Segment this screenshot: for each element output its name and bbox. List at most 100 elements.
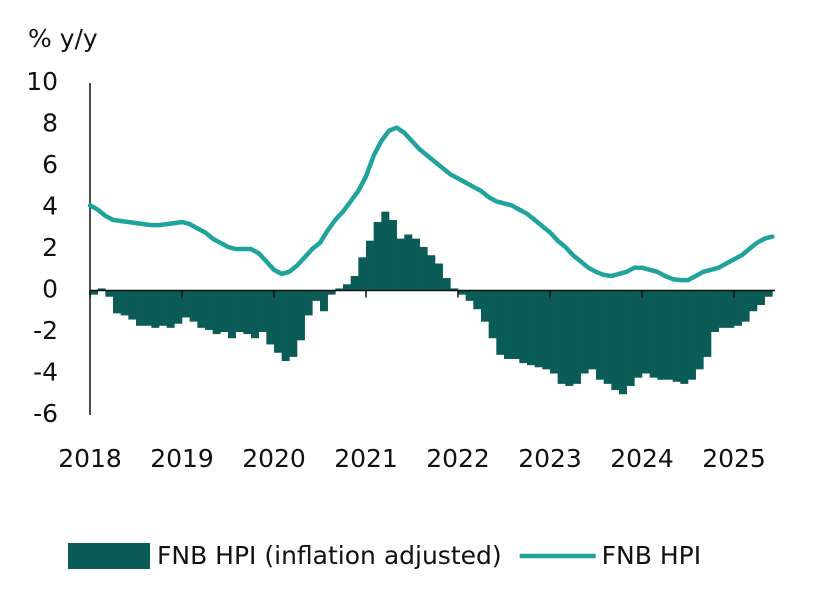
bar: [734, 290, 742, 326]
x-tick-label: 2022: [426, 444, 490, 473]
bar: [90, 290, 98, 295]
bar: [527, 290, 535, 366]
bar: [442, 278, 451, 291]
legend-label: FNB HPI: [602, 541, 701, 570]
bar: [235, 290, 244, 332]
bar: [97, 288, 106, 291]
bar: [672, 290, 681, 382]
x-tick-label: 2021: [334, 444, 398, 473]
bar: [519, 290, 528, 364]
x-tick-label: 2020: [242, 444, 306, 473]
bar: [373, 222, 382, 291]
bar: [189, 290, 198, 322]
bar: [427, 255, 436, 291]
bar: [389, 219, 397, 291]
bar: [435, 263, 443, 291]
bar: [396, 238, 405, 291]
bar: [557, 290, 566, 384]
bar: [634, 290, 643, 378]
bar: [611, 290, 620, 391]
bar: [573, 290, 581, 384]
bar: [465, 290, 474, 301]
bar: [757, 290, 765, 306]
y-tick-label: 6: [42, 150, 58, 179]
x-tick-label: 2018: [58, 444, 122, 473]
bar: [366, 240, 374, 291]
bar: [320, 290, 328, 312]
bar: [726, 290, 735, 328]
bar: [596, 290, 604, 380]
bar: [419, 246, 428, 291]
bar: [105, 290, 114, 297]
x-tick-label: 2023: [518, 444, 582, 473]
x-tick-label: 2025: [702, 444, 766, 473]
bar: [358, 257, 367, 291]
bar: [312, 290, 321, 301]
bar: [404, 234, 413, 291]
bar: [258, 290, 267, 332]
bar: [243, 290, 252, 335]
x-tick-label: 2024: [610, 444, 674, 473]
bar: [289, 290, 298, 357]
y-axis-label: % y/y: [28, 24, 98, 53]
bar: [159, 290, 167, 326]
y-tick-label: 10: [26, 67, 58, 96]
bar: [151, 290, 160, 328]
bar: [711, 290, 719, 332]
bar: [504, 290, 512, 359]
bar: [251, 290, 259, 339]
legend-swatch: [68, 543, 150, 569]
bar: [343, 284, 351, 291]
bar: [619, 290, 627, 395]
bar: [534, 290, 543, 368]
line: [87, 125, 775, 283]
bar: [128, 290, 137, 320]
bar: [381, 211, 390, 291]
bar: [350, 275, 359, 291]
bar: [626, 290, 635, 386]
y-tick-label: 2: [42, 233, 58, 262]
bar: [327, 290, 336, 295]
bar: [642, 290, 650, 374]
bar: [304, 290, 313, 316]
bar: [565, 290, 574, 386]
bar: [220, 290, 229, 332]
bar: [603, 290, 612, 384]
bar: [335, 288, 344, 291]
bar: [228, 290, 236, 339]
bar: [205, 290, 213, 330]
bar: [665, 290, 673, 380]
bar: [458, 290, 466, 295]
bar: [511, 290, 520, 359]
bar: [481, 290, 489, 322]
bar: [450, 288, 459, 291]
bar: [174, 290, 183, 324]
bar: [749, 290, 758, 312]
bar: [488, 290, 497, 339]
y-tick-label: -2: [33, 316, 58, 345]
bar: [473, 290, 482, 310]
y-tick-label: 4: [42, 192, 58, 221]
bar: [182, 290, 190, 318]
bar: [113, 290, 121, 314]
legend-label: FNB HPI (inflation adjusted): [157, 541, 502, 570]
bar: [281, 290, 290, 362]
bar: [120, 290, 129, 316]
y-tick-label: 8: [42, 109, 58, 138]
bar: [143, 290, 152, 326]
bar: [649, 290, 658, 378]
y-tick-label: 0: [42, 275, 58, 304]
bar: [274, 290, 282, 353]
bar: [580, 290, 589, 374]
bar: [718, 290, 727, 328]
bar: [496, 290, 505, 355]
bar: [412, 238, 420, 291]
y-tick-label: -6: [33, 399, 58, 428]
y-tick-label: -4: [33, 358, 58, 387]
bar: [166, 290, 175, 328]
bar: [741, 290, 750, 322]
bar: [136, 290, 144, 326]
bar: [266, 290, 275, 345]
bar: [680, 290, 689, 384]
